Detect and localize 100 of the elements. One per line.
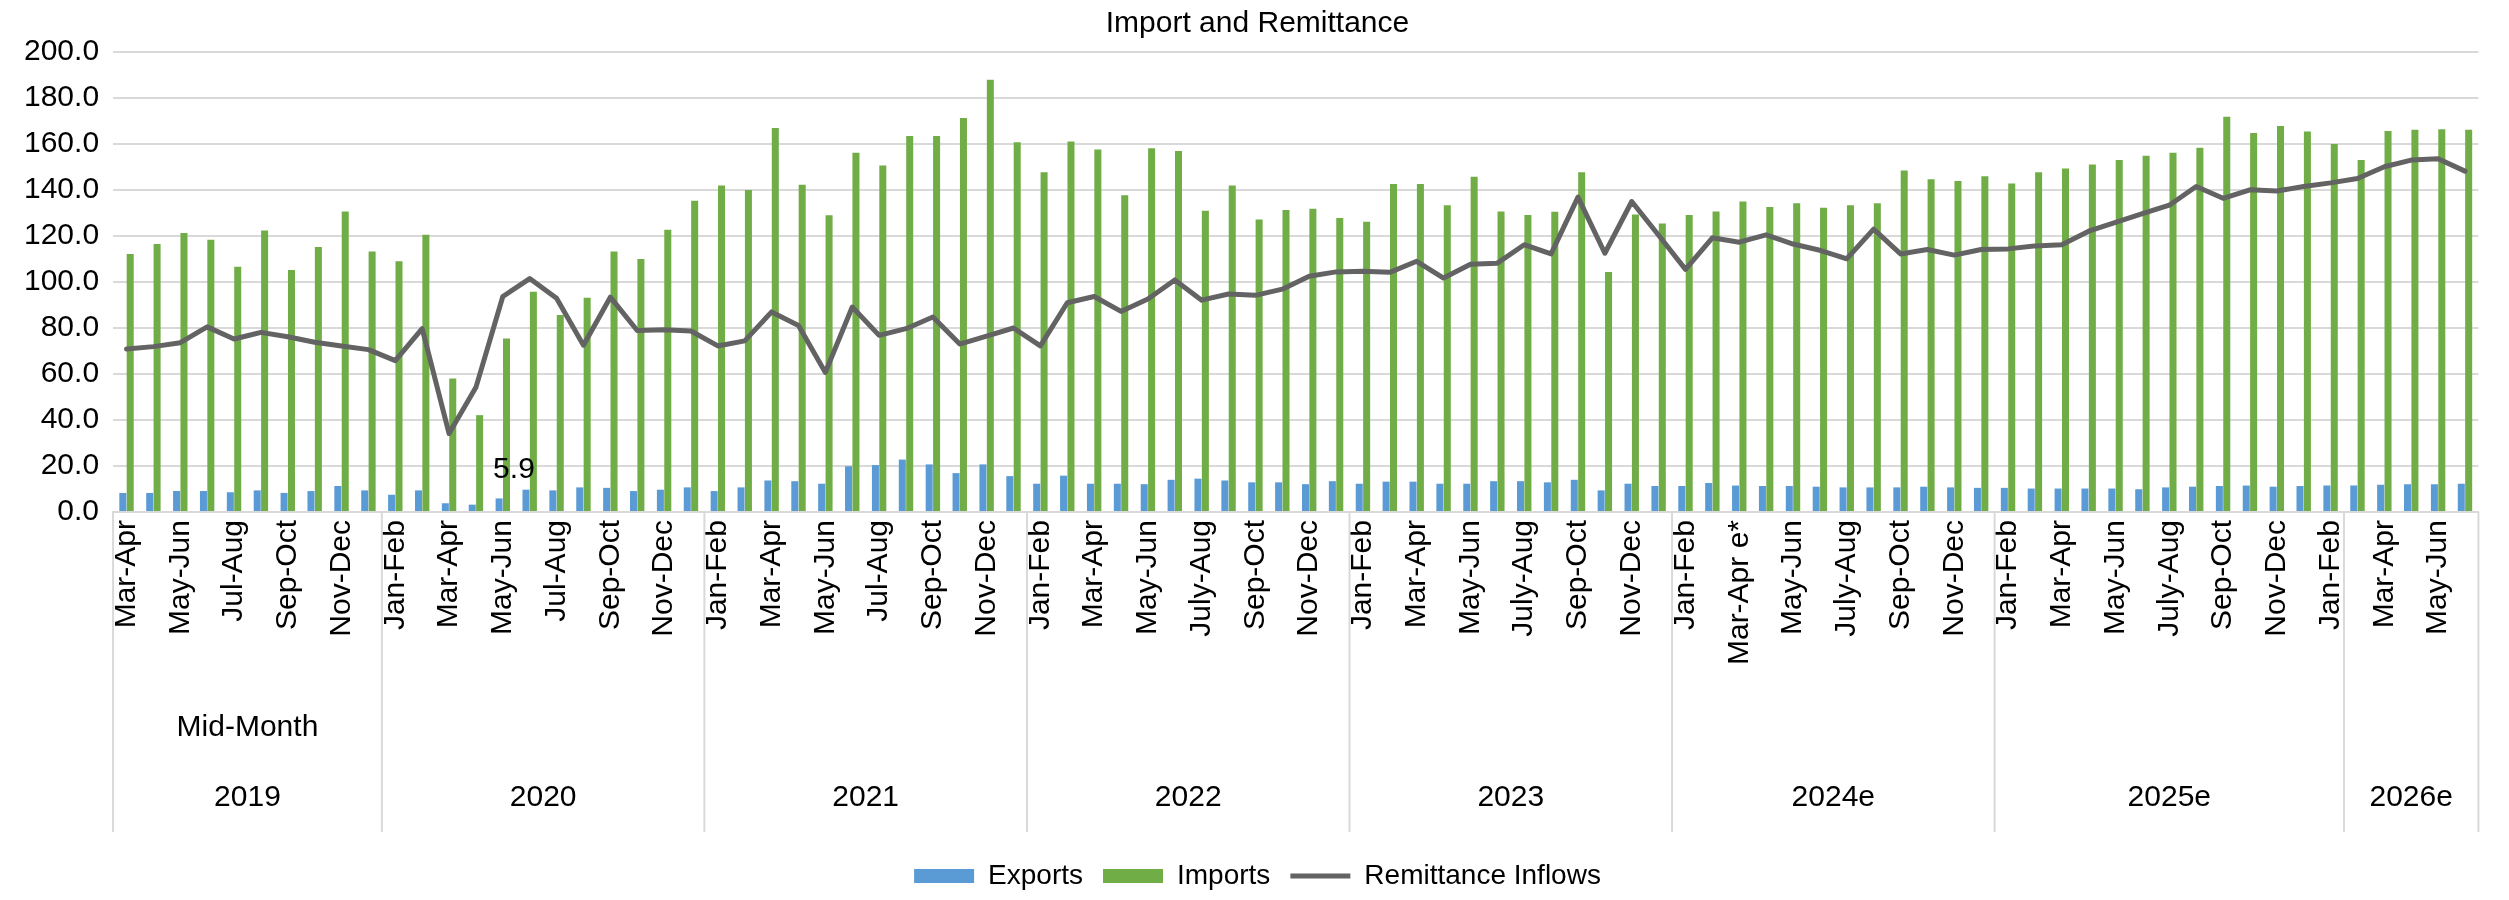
- bar: [1651, 486, 1659, 511]
- bar: [1678, 486, 1686, 511]
- x-tick-label: Jan-Feb: [699, 520, 733, 631]
- x-tick-label: July-Aug: [1182, 520, 1216, 637]
- x-tick-label: Jan-Feb: [1989, 520, 2023, 631]
- x-tick-label: Jan-Feb: [1344, 520, 1378, 631]
- bar: [422, 234, 430, 511]
- bar: [1328, 481, 1336, 511]
- legend-label: Exports: [988, 858, 1084, 890]
- bar: [1578, 172, 1586, 511]
- x-tick-label: Jul-Aug: [215, 520, 249, 622]
- bar: [1739, 201, 1747, 511]
- bar: [2142, 155, 2150, 511]
- bar: [737, 487, 745, 511]
- x-tick-label: Mar-Apr e*: [1720, 519, 1754, 666]
- bar: [495, 498, 503, 511]
- bar: [879, 165, 887, 511]
- x-tick-label: Sep-Oct: [914, 519, 948, 631]
- bar: [798, 184, 806, 511]
- bar: [1040, 172, 1048, 511]
- bar: [280, 492, 288, 511]
- text: 2024e: [1791, 779, 1876, 813]
- x-tick-label: Mar-Apr: [2043, 519, 2077, 629]
- bar: [1201, 210, 1209, 511]
- bar: [1524, 215, 1532, 511]
- bar: [1712, 211, 1720, 511]
- bar: [1954, 181, 1962, 511]
- bar: [1517, 481, 1525, 511]
- bar: [2465, 129, 2473, 511]
- bar: [1470, 176, 1478, 511]
- bar: [656, 489, 664, 511]
- bar: [1551, 211, 1559, 511]
- bar: [2135, 489, 2143, 511]
- bar: [1893, 487, 1901, 511]
- text: 2020: [509, 779, 577, 813]
- bar: [341, 211, 349, 511]
- x-tick-label: May-Jun: [2419, 520, 2453, 636]
- bar: [1758, 486, 1766, 511]
- x-tick-label: Nov-Dec: [1613, 520, 1646, 637]
- bar: [2115, 160, 2123, 511]
- x-tick-label: May-Jun: [1774, 520, 1808, 636]
- bar: [2162, 487, 2170, 511]
- bar: [2242, 485, 2250, 511]
- bar: [637, 259, 645, 511]
- bar: [1570, 479, 1578, 511]
- bar: [1086, 483, 1094, 511]
- bar: [1436, 483, 1444, 511]
- bar: [146, 492, 154, 511]
- x-tick-label: Mar-Apr: [752, 519, 786, 629]
- bar: [1705, 483, 1713, 511]
- x-tick-label: Sep-Oct: [1236, 519, 1270, 631]
- bar: [791, 481, 799, 511]
- bar: [1248, 482, 1256, 511]
- x-tick-label: Mar-Apr: [1397, 519, 1431, 629]
- bar: [119, 492, 127, 511]
- bar: [2054, 488, 2062, 511]
- bar: [2457, 483, 2465, 511]
- bar: [2008, 183, 2016, 511]
- bar: [1140, 484, 1148, 511]
- x-tick-label: Sep-Oct: [591, 519, 625, 631]
- bar: [1947, 487, 1955, 511]
- bar: [2088, 164, 2096, 511]
- x-tick-label: Nov-Dec: [967, 520, 1001, 637]
- bar: [361, 490, 369, 511]
- bar: [925, 464, 933, 511]
- bar: [683, 487, 691, 511]
- bar: [1390, 184, 1398, 511]
- bar: [1336, 218, 1344, 511]
- bar: [664, 229, 672, 511]
- y-tick-label: 100.0: [24, 263, 100, 297]
- bar: [1927, 179, 1935, 511]
- bar: [603, 487, 611, 511]
- x-tick-label: May-Jun: [1451, 520, 1485, 636]
- bar: [1900, 170, 1908, 511]
- y-tick-label: 20.0: [40, 447, 100, 481]
- x-tick-label: Jan-Feb: [1021, 520, 1055, 631]
- bar: [1631, 214, 1639, 511]
- x-tick-label: Mar-Apr: [1075, 519, 1109, 629]
- bar: [744, 190, 752, 511]
- y-tick-label: 40.0: [40, 401, 100, 435]
- x-tick-label: Nov-Dec: [1935, 520, 1969, 637]
- bar: [449, 378, 457, 511]
- bar: [441, 503, 449, 511]
- bar: [153, 244, 161, 511]
- y-tick-label: 180.0: [24, 79, 100, 113]
- bar: [1113, 483, 1121, 511]
- bar: [476, 415, 484, 511]
- bar: [314, 247, 322, 511]
- bar: [710, 491, 718, 511]
- bar: [207, 239, 215, 511]
- bar: [1820, 207, 1828, 511]
- bar: [1793, 203, 1801, 511]
- bar: [1033, 483, 1041, 511]
- bar: [2377, 484, 2385, 511]
- x-tick-label: Nov-Dec: [2258, 520, 2292, 637]
- bar: [933, 135, 941, 511]
- bar: [2350, 485, 2358, 511]
- bar: [556, 315, 564, 511]
- bar: [1060, 475, 1068, 511]
- bar: [1282, 210, 1290, 511]
